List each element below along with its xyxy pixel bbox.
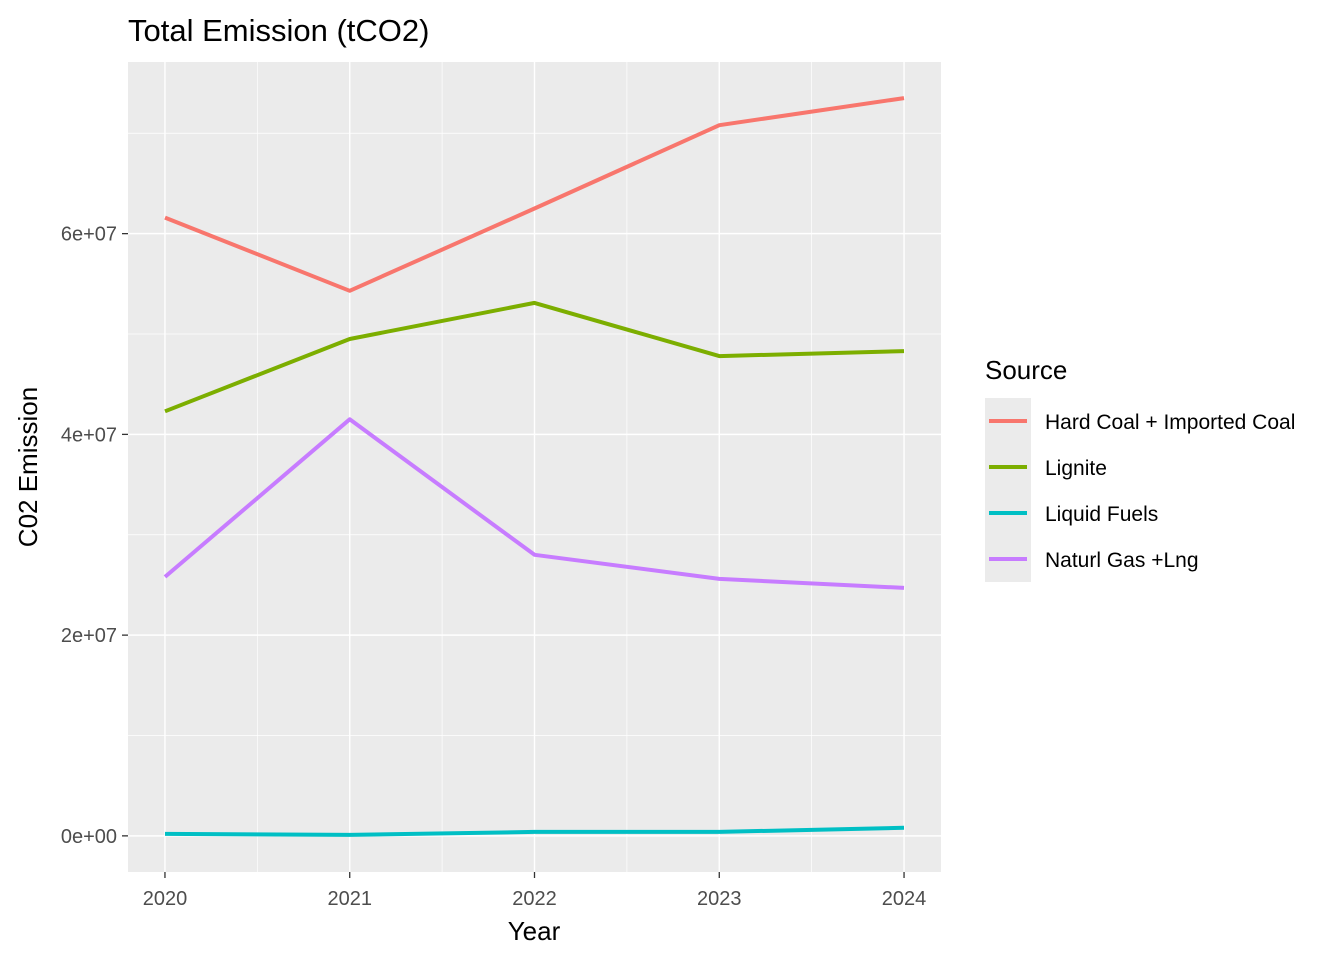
grid-lines xyxy=(128,62,941,872)
legend-label: Liquid Fuels xyxy=(1045,503,1158,526)
y-tick-label: 0e+00 xyxy=(61,826,117,848)
legend-items: Hard Coal + Imported Coal Lignite Liquid F… xyxy=(985,398,1295,582)
y-tick-label: 6e+07 xyxy=(61,224,117,246)
x-axis-title: Year xyxy=(508,916,561,946)
legend-label: Hard Coal + Imported Coal xyxy=(1045,411,1295,434)
y-tick-label: 4e+07 xyxy=(61,424,117,446)
x-tick-label: 2024 xyxy=(882,888,927,910)
series-line xyxy=(163,417,905,590)
legend-label: Naturl Gas +Lng xyxy=(1045,549,1199,572)
x-tick-label: 2020 xyxy=(143,888,188,910)
series-lines xyxy=(163,96,905,837)
x-tick-label: 2022 xyxy=(512,888,557,910)
series-line xyxy=(164,825,905,837)
legend-label: Lignite xyxy=(1045,457,1107,480)
y-axis-title: C02 Emission xyxy=(13,387,43,547)
x-tick-label: 2023 xyxy=(697,888,742,910)
chart-title: Total Emission (tCO2) xyxy=(128,13,429,48)
legend: Source Hard Coal + Imported Coal Lignite L… xyxy=(985,355,1295,582)
x-tick-label: 2021 xyxy=(327,888,372,910)
series-line xyxy=(164,96,905,293)
y-tick-label: 2e+07 xyxy=(61,625,117,647)
legend-title: Source xyxy=(985,355,1067,385)
axes: 2020 2021 2022 2023 2024 0e+00 2e+07 4e+07 6e+07 xyxy=(61,224,926,910)
series-line xyxy=(164,300,905,414)
